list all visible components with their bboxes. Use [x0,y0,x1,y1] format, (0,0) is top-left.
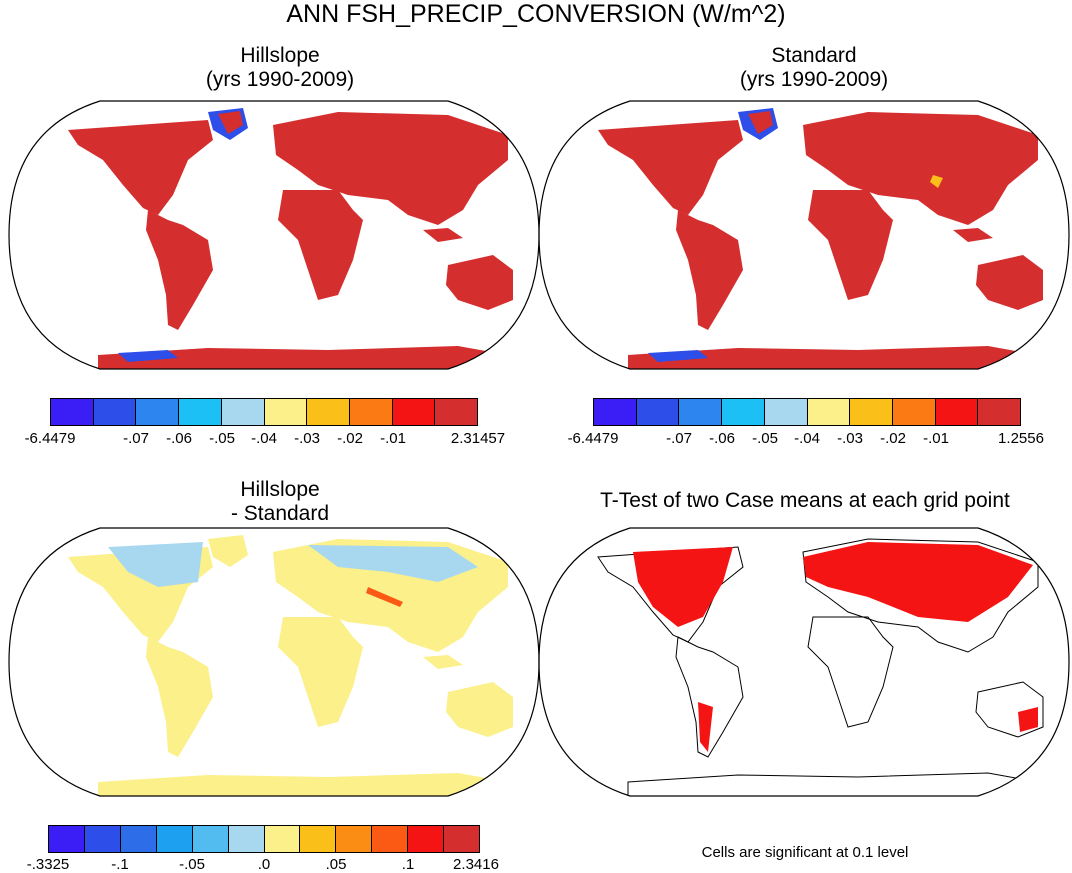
colorbar-swatch [264,826,301,852]
colorbar-label: -.06 [709,430,735,447]
colorbar-swatch [679,399,723,425]
colorbar-label: 2.31457 [450,430,506,447]
colorbar-swatch [850,399,893,425]
land-layer [68,535,513,796]
colorbar-swatch [192,826,229,852]
map-hillslope [8,100,540,370]
panel-title-difference: Hillslope - Standard [130,478,430,526]
colorbar-label: -.02 [880,430,906,447]
colorbar-hillslope [50,398,478,426]
colorbar-swatch [221,399,265,425]
colorbar-swatch [935,399,979,425]
colorbar-label: -.05 [752,430,778,447]
panel-title-hillslope: Hillslope (yrs 1990-2009) [130,44,430,92]
panel-title-standard: Standard (yrs 1990-2009) [664,44,964,92]
map-ttest [538,527,1070,797]
colorbar-label: .0 [257,856,271,873]
panel-title-line2: (yrs 1990-2009) [739,68,889,91]
panel-title-ttest: T-Test of two Case means at each grid po… [540,489,1070,513]
colorbar-swatch [978,399,1021,425]
colorbar-label: -.04 [251,430,277,447]
colorbar-swatch [228,826,265,852]
colorbar-swatch [51,399,94,425]
colorbar-label: -.07 [666,430,692,447]
colorbar-label: -.01 [923,430,949,447]
colorbar-swatch [336,826,373,852]
colorbar-swatch [444,826,480,852]
colorbar-label: -.05 [209,430,235,447]
panel-title-line1: T-Test of two Case means at each grid po… [600,489,1010,512]
colorbar-swatch [636,399,680,425]
significance-note: Cells are significant at 0.1 level [701,844,909,861]
colorbar-label: 1.2556 [998,430,1044,447]
colorbar-swatch [408,826,445,852]
colorbar-swatch [179,399,222,425]
panel-title-line2: - Standard [230,502,330,525]
colorbar-swatch [264,399,308,425]
colorbar-label: -6.4479 [567,430,619,447]
colorbar-label: -.3325 [26,856,70,873]
panel-title-line1: Hillslope [240,44,320,67]
colorbar-swatch [136,399,180,425]
colorbar-swatch [435,399,478,425]
colorbar-label: -6.4479 [24,430,76,447]
colorbar-swatch [84,826,121,852]
colorbar-swatch [892,399,936,425]
colorbar-difference [48,825,480,853]
land-layer [598,108,1043,369]
colorbar-swatch [392,399,436,425]
colorbar-label: -.04 [794,430,820,447]
colorbar-swatch [349,399,393,425]
colorbar-label: -.07 [123,430,149,447]
colorbar-label: -.05 [179,856,205,873]
colorbar-swatch [372,826,409,852]
main-title: ANN FSH_PRECIP_CONVERSION (W/m^2) [286,0,786,28]
colorbar-label: 2.3416 [453,856,499,873]
land-layer [597,538,1044,796]
colorbar-label: .05 [325,856,347,873]
colorbar-swatch [49,826,85,852]
colorbar-swatch [764,399,808,425]
colorbar-swatch [120,826,157,852]
colorbar-label: -.01 [380,430,406,447]
colorbar-label: -.1 [111,856,129,873]
colorbar-label: .1 [401,856,415,873]
colorbar-swatch [300,826,337,852]
colorbar-standard [593,398,1021,426]
map-standard [538,100,1070,370]
colorbar-swatch [156,826,193,852]
colorbar-label: -.03 [837,430,863,447]
colorbar-swatch [307,399,350,425]
colorbar-swatch [93,399,137,425]
panel-title-line1: Standard [771,44,857,67]
land-layer [68,108,513,369]
colorbar-label: -.02 [337,430,363,447]
panel-title-line2: (yrs 1990-2009) [205,68,355,91]
colorbar-label: -.06 [166,430,192,447]
map-difference [8,527,540,797]
colorbar-label: -.03 [294,430,320,447]
panel-title-line1: Hillslope [240,478,320,501]
colorbar-swatch [807,399,851,425]
colorbar-swatch [722,399,765,425]
colorbar-swatch [594,399,637,425]
